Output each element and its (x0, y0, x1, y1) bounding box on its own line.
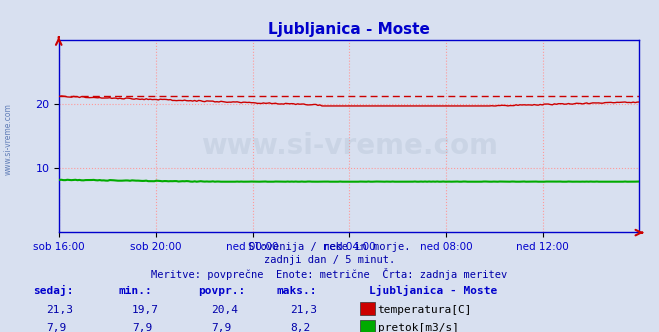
Text: temperatura[C]: temperatura[C] (378, 305, 472, 315)
Text: Slovenija / reke in morje.: Slovenija / reke in morje. (248, 242, 411, 252)
Text: 20,4: 20,4 (211, 305, 238, 315)
Text: 7,9: 7,9 (46, 323, 67, 332)
Text: sedaj:: sedaj: (33, 285, 73, 296)
Text: min.:: min.: (119, 286, 152, 296)
Text: Meritve: povprečne  Enote: metrične  Črta: zadnja meritev: Meritve: povprečne Enote: metrične Črta:… (152, 268, 507, 280)
Text: 21,3: 21,3 (46, 305, 73, 315)
Text: 7,9: 7,9 (132, 323, 152, 332)
Text: 21,3: 21,3 (290, 305, 317, 315)
Text: 7,9: 7,9 (211, 323, 231, 332)
Text: Ljubljanica - Moste: Ljubljanica - Moste (369, 285, 498, 296)
Text: 8,2: 8,2 (290, 323, 310, 332)
Text: www.si-vreme.com: www.si-vreme.com (3, 104, 13, 175)
Text: www.si-vreme.com: www.si-vreme.com (201, 132, 498, 160)
Title: Ljubljanica - Moste: Ljubljanica - Moste (268, 22, 430, 37)
Text: 19,7: 19,7 (132, 305, 159, 315)
Text: povpr.:: povpr.: (198, 286, 245, 296)
Text: maks.:: maks.: (277, 286, 317, 296)
Text: zadnji dan / 5 minut.: zadnji dan / 5 minut. (264, 255, 395, 265)
Text: pretok[m3/s]: pretok[m3/s] (378, 323, 459, 332)
